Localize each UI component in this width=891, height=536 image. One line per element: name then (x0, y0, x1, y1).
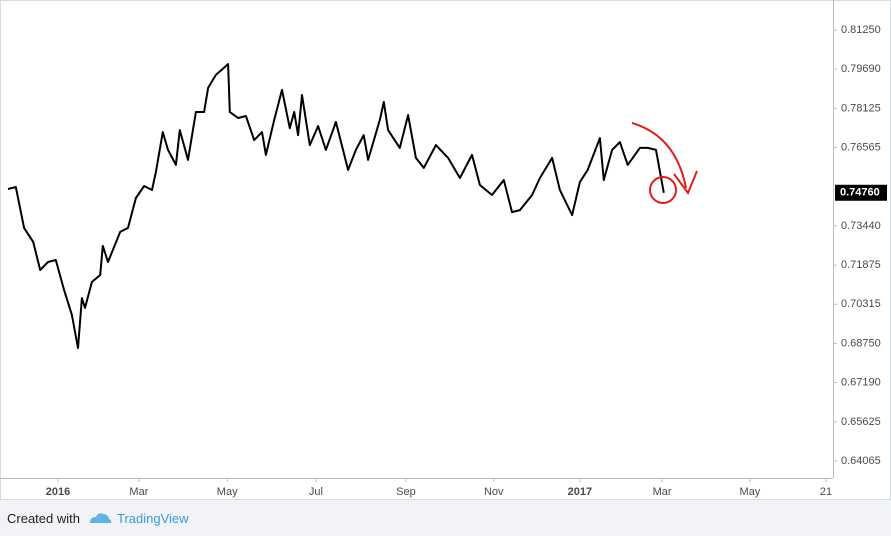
x-tick-label: 2016 (46, 486, 70, 498)
y-tick-label: 0.78125 (841, 102, 881, 114)
y-tick-label: 0.70315 (841, 298, 881, 310)
footer: Created with TradingView (0, 500, 891, 536)
y-tick-label: 0.81250 (841, 24, 881, 36)
x-tick-label: Mar (653, 486, 672, 498)
y-tick-label: 0.76565 (841, 141, 881, 153)
x-tick-label: 21 (820, 486, 832, 498)
x-tick-label: May (740, 486, 761, 498)
footer-brand[interactable]: TradingView (117, 511, 189, 526)
footer-prefix: Created with (7, 511, 80, 526)
x-tick-label: Jul (309, 486, 323, 498)
arrow-curve (631, 122, 687, 189)
x-tick-label: Mar (129, 486, 148, 498)
chart: 0.81250 0.79690 0.78125 0.76565 0.73440 0.718… (0, 0, 891, 500)
y-tick-label: 0.68750 (841, 337, 881, 349)
x-tick-label: 2017 (568, 486, 592, 498)
x-tick-label: May (217, 486, 238, 498)
y-tick-label: 0.64065 (841, 455, 881, 467)
x-tick-label: Nov (484, 486, 504, 498)
y-tick-label: 0.71875 (841, 259, 881, 271)
logo (90, 513, 112, 523)
chart-frame (0, 0, 891, 500)
arrow-head (673, 170, 698, 196)
last-price-label: 0.74760 (840, 187, 880, 199)
annotation (631, 122, 698, 204)
last-price-box (835, 184, 887, 201)
y-tick-label: 0.79690 (841, 63, 881, 75)
x-tick-label: Sep (396, 486, 416, 498)
y-tick-label: 0.65625 (841, 416, 881, 428)
price-line (7, 63, 665, 349)
y-tick-label: 0.67190 (841, 377, 881, 389)
highlight-circle (649, 176, 677, 204)
y-tick-label: 0.73440 (841, 220, 881, 232)
